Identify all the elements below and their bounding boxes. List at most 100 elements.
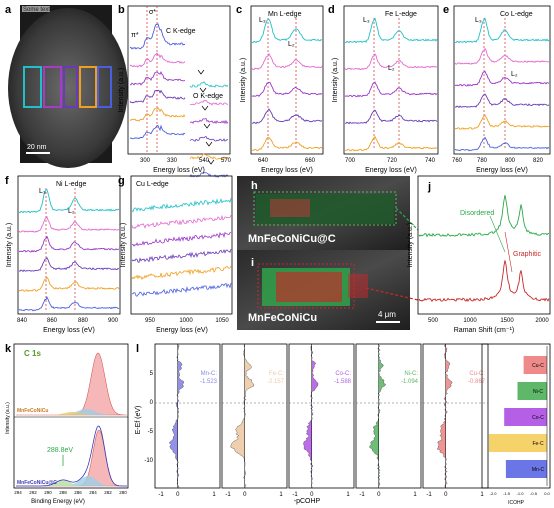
g-trace-1 [131, 197, 232, 213]
roi-orange [79, 66, 97, 108]
i-connector [365, 287, 419, 301]
cohp-bond-label: Ni-C: [404, 371, 418, 377]
icohp-bar-cu-c [523, 356, 547, 374]
cohp-bond-label: Co-C: [335, 371, 351, 377]
e-edge-label: Co L-edge [500, 11, 533, 18]
b-tick-300: 300 [140, 158, 151, 164]
roi-cyan [23, 66, 42, 108]
panel-c-frame [250, 5, 324, 155]
panel-f-frame [17, 175, 121, 315]
panel-d-letter: d [328, 4, 335, 16]
panel-g-letter: g [118, 175, 125, 187]
c-edge-label: Mn L-edge [268, 11, 302, 18]
panel-j-letter: j [427, 181, 431, 193]
e-tick-760: 760 [452, 158, 463, 164]
l-xlabel: -pCOHP [294, 498, 321, 505]
k-tick-284: 284 [89, 490, 97, 495]
cohp-area-co-c [303, 343, 319, 489]
j-tick-2000: 2000 [535, 318, 549, 324]
j-graphitic-trace [418, 260, 550, 303]
e-trace-2 [454, 47, 550, 65]
icohp-bars: Cu-C Ni-C Co-C Fe-C Mn-C -2.0 -1.5 -1.0 -0.5 0.0 [488, 346, 551, 496]
cohp-icohp-value: -2.157 [267, 379, 285, 385]
d-tick-700: 700 [345, 158, 356, 164]
panel-e-frame [453, 5, 551, 155]
f-tick-840: 840 [17, 318, 28, 324]
panel-a: a Some text 20 nm [5, 4, 128, 168]
k-sample1-label: MnFeCoNiCu [17, 408, 48, 414]
cohp-bond-label: Cu-C: [469, 371, 485, 377]
cohp-area-fe-c [230, 343, 254, 489]
c-kedge-label: C K-edge [166, 28, 196, 35]
tem-header-bar [22, 6, 50, 12]
cohp-icohp-value: -1.588 [334, 379, 352, 385]
panel-c-letter: c [236, 4, 242, 16]
c-tick-640: 640 [258, 158, 269, 164]
b-ckedge-trace-1 [129, 23, 186, 50]
c-trace-1 [251, 18, 323, 44]
f-ylabel: Intensity (a.u.) [6, 223, 13, 267]
d-l2-label: L₂ [388, 65, 395, 72]
j-graphitic-label: Graphitic [513, 251, 542, 258]
icohp-xtick: 0.0 [544, 491, 550, 496]
k-tick-292: 292 [29, 490, 37, 495]
c-spectra [251, 18, 323, 152]
f-trace-4 [18, 257, 120, 273]
icohp-frame [481, 343, 551, 489]
f-spectra [18, 188, 120, 312]
cohp-area-ni-c [369, 343, 387, 489]
k-tick-286: 286 [74, 490, 82, 495]
b-okedge-trace-3 [189, 117, 229, 125]
cohp-subpanel-co-c: Co-C: -1.588 -1 0 1 [288, 343, 355, 498]
k-spectra [16, 352, 127, 487]
j-ylabel: Intensity (a.u.) [407, 223, 414, 267]
c-l3-label: L₃ [259, 17, 266, 24]
b-okedge-trace-4 [189, 136, 229, 142]
b-ckedge-trace-3 [130, 71, 186, 86]
j-graphitic-leader [504, 231, 513, 273]
b-okedge-arrow-4 [203, 123, 211, 129]
cohp-xtick: 0 [377, 492, 381, 498]
sigma-label: σ* [149, 9, 156, 16]
cohp-xtick: -1 [426, 492, 432, 498]
k-bottom-o-c-o-component [16, 480, 127, 486]
cohp-icohp-value: -1.094 [401, 379, 419, 385]
e-spectra [454, 17, 550, 152]
b-ckedge-trace-4 [129, 89, 186, 104]
k-ticks: 294 292 290 288 286 284 282 280 [14, 490, 127, 495]
roi-purple [43, 66, 62, 108]
e-tick-800: 800 [505, 158, 516, 164]
cohp-xtick: -1 [292, 492, 298, 498]
pi-label: π* [131, 32, 139, 39]
g-xlabel: Energy loss (eV) [156, 327, 208, 334]
b-okedge-trace-1 [189, 81, 229, 88]
f-trace-3 [18, 235, 119, 253]
k-top-o-c-o-component [16, 412, 127, 415]
cohp-area-cu-c [436, 343, 453, 489]
e-trace-6 [454, 136, 550, 152]
tem-scalebar-label: 20 nm [27, 144, 47, 151]
k-tick-290: 290 [44, 490, 52, 495]
icohp-bar-label-mn-c: Mn-C [532, 467, 545, 473]
d-trace-1 [344, 17, 438, 44]
e-tick-820: 820 [533, 158, 544, 164]
j-tick-1500: 1500 [500, 318, 514, 324]
cohp-subpanel-ni-c: Ni-C: -1.094 -1 0 1 [355, 343, 422, 498]
d-spectra [344, 17, 438, 152]
panel-l-letter: l [136, 343, 139, 355]
roi-violet [63, 66, 78, 108]
panel-g: g Cu L-edge Intensity (a.u.) Energy loss… [118, 175, 233, 334]
cohp-xtick: 1 [212, 492, 216, 498]
o-kedge-label: O K-edge [193, 93, 223, 100]
b-okedge-arrow-2 [199, 87, 207, 93]
d-l3-label: L₃ [363, 17, 370, 24]
g-edge-label: Cu L-edge [136, 181, 169, 188]
cohp-icohp-value: -1.523 [200, 379, 218, 385]
b-okedge-arrow-5 [205, 141, 213, 147]
b-okedge-trace-2 [189, 99, 228, 106]
panel-b-letter: b [118, 4, 125, 16]
cohp-xtick: 0 [176, 492, 180, 498]
b-okedge-trace-5 [189, 153, 229, 160]
panel-j-frame [417, 175, 551, 315]
panel-e: e Co L-edge L₃ L₂ Energy loss (eV) 760 7… [443, 4, 551, 174]
